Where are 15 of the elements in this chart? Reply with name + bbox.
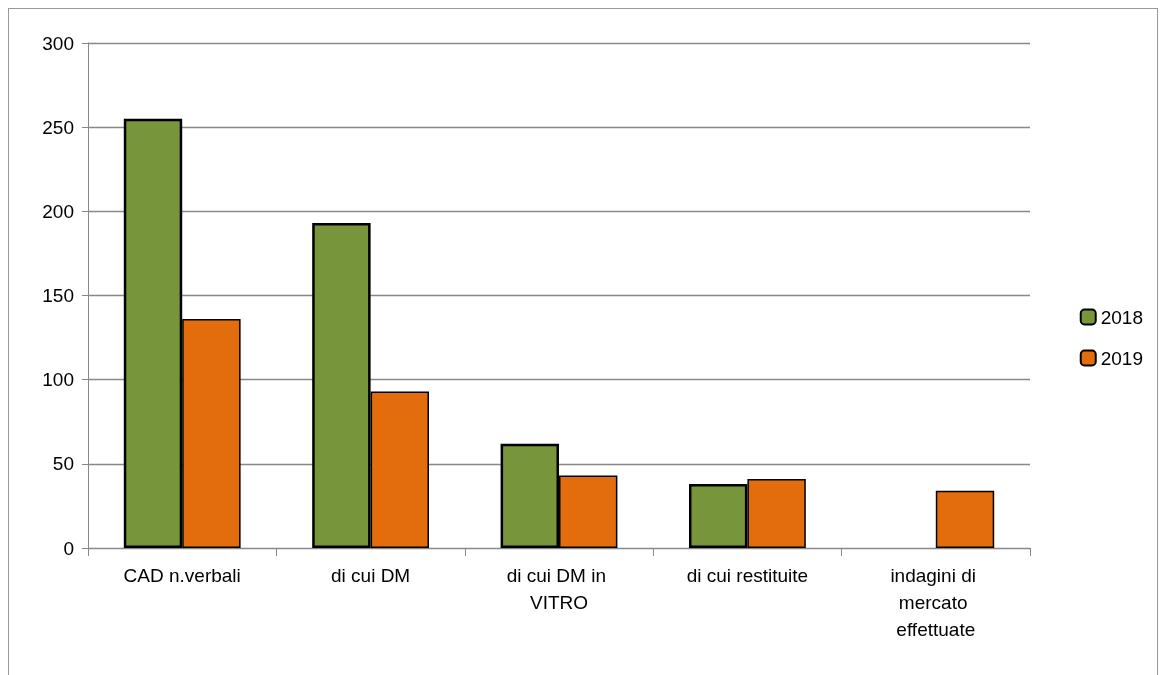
bar [935,490,995,548]
x-tick-label: di cui restituite [686,565,809,586]
y-tick-label: 300 [42,32,74,54]
legend-label: 2018 [1100,306,1144,328]
legend-label: 2019 [1100,347,1144,369]
y-tick-label: 0 [63,537,74,559]
x-tick-label: di cui DM [331,565,411,586]
y-tick-label: 200 [42,200,74,222]
x-tick-label: indagini di mercato effettuate [890,565,982,640]
x-tick-label: di cui DM in VITRO [506,565,612,613]
x-tick-label: CAD n.verbali [123,565,241,586]
y-tick-label: 250 [42,116,74,138]
y-tick-label: 50 [52,453,74,475]
y-tick-label: 100 [42,369,74,391]
y-tick-label: 150 [42,285,74,306]
